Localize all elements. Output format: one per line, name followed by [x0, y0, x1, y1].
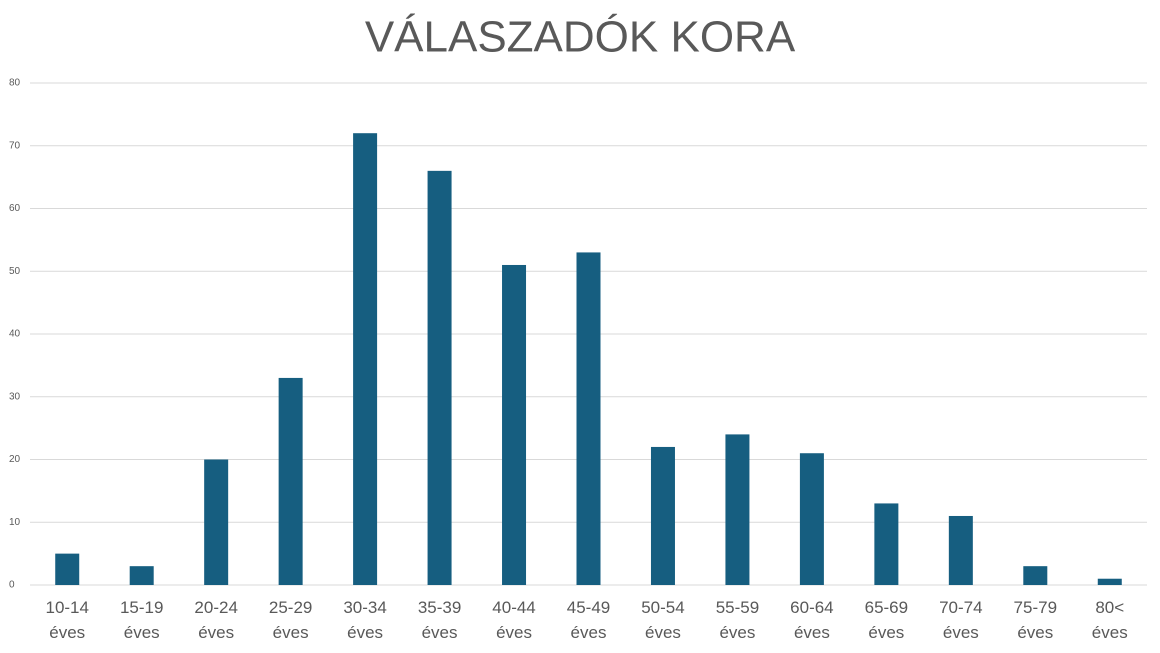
x-tick-label: 70-74 éves — [939, 598, 982, 642]
x-tick-label: 45-49 éves — [567, 598, 610, 642]
bar — [650, 446, 675, 585]
x-tick-label: 40-44 éves — [492, 598, 535, 642]
x-tick-label: 65-69 éves — [865, 598, 908, 642]
x-tick-label: 55-59 éves — [716, 598, 759, 642]
bar — [353, 133, 378, 585]
bar — [55, 553, 80, 585]
x-tick-label: 35-39 éves — [418, 598, 461, 642]
x-tick-label: 75-79 éves — [1014, 598, 1057, 642]
y-tick-label: 10 — [9, 517, 21, 528]
bar — [725, 434, 750, 585]
x-tick-label: 20-24 éves — [194, 598, 237, 642]
x-tick-label: 10-14 éves — [45, 598, 88, 642]
bar — [799, 453, 824, 585]
y-tick-label: 20 — [9, 454, 21, 465]
x-tick-label: 80< éves — [1092, 598, 1128, 642]
bar — [874, 503, 899, 585]
y-tick-label: 60 — [9, 203, 21, 214]
chart-title: VÁLASZADÓK KORA — [365, 13, 796, 62]
bar — [1097, 578, 1122, 585]
x-tick-label: 60-64 éves — [790, 598, 833, 642]
x-tick-label: 15-19 éves — [120, 598, 163, 642]
bar — [576, 252, 601, 586]
y-tick-label: 70 — [9, 140, 21, 151]
x-tick-label: 50-54 éves — [641, 598, 684, 642]
bar — [948, 515, 973, 585]
x-tick-label: 25-29 éves — [269, 598, 312, 642]
y-tick-label: 80 — [9, 78, 21, 89]
bar — [278, 377, 303, 585]
bar — [427, 170, 452, 585]
y-tick-label: 50 — [9, 266, 21, 277]
bar — [129, 566, 154, 585]
bar — [1023, 566, 1048, 585]
y-tick-label: 40 — [9, 329, 21, 340]
y-tick-label: 30 — [9, 391, 21, 402]
bar — [204, 459, 229, 585]
x-tick-label: 30-34 éves — [343, 598, 386, 642]
bar — [502, 264, 527, 585]
y-tick-label: 0 — [9, 580, 15, 591]
